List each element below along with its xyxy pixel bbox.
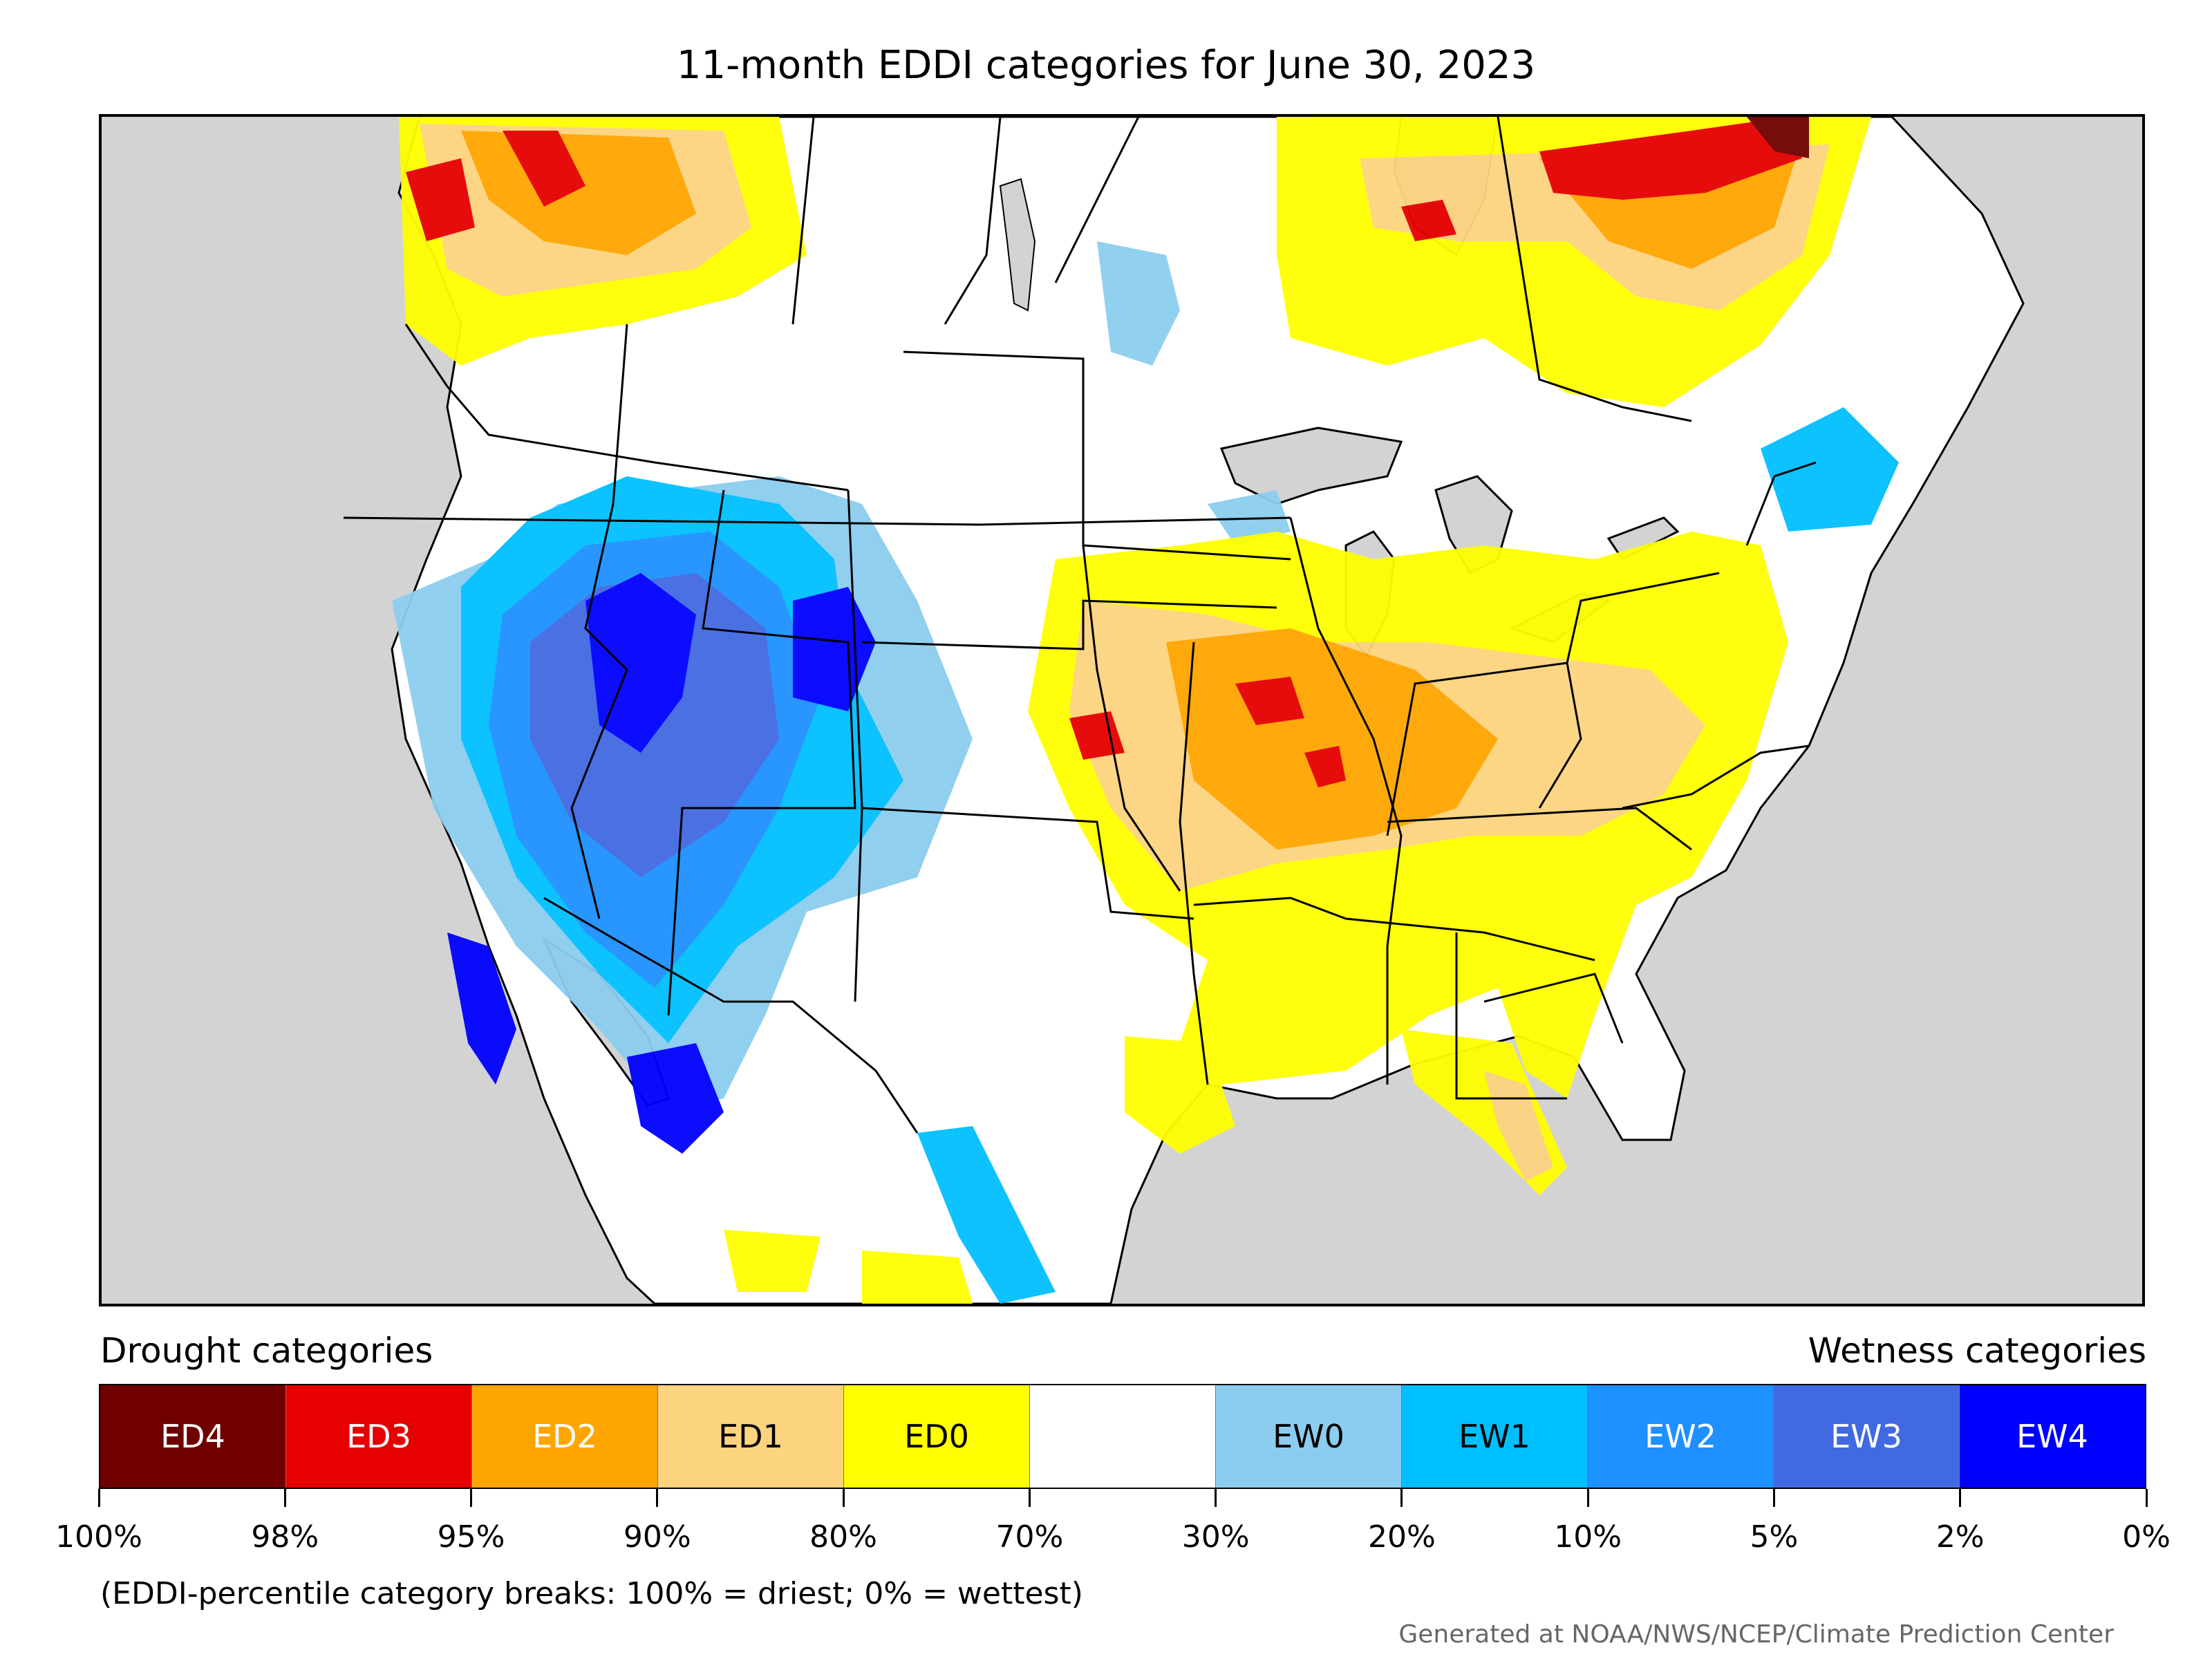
legend-tick (1028, 1489, 1031, 1507)
drought-shading (399, 117, 1871, 1304)
legend-tick (283, 1489, 286, 1507)
legend-ed2: ED2 (472, 1385, 658, 1488)
legend-tick (1400, 1489, 1403, 1507)
legend-ed0: ED0 (844, 1385, 1030, 1488)
legend-tick-label: 95% (437, 1519, 505, 1555)
legend-tick (1959, 1489, 1962, 1507)
legend-tick (1586, 1489, 1589, 1507)
legend-tick (97, 1489, 100, 1507)
legend-tick-label: 0% (2122, 1519, 2171, 1555)
legend-tick (656, 1489, 659, 1507)
legend-tick (1215, 1489, 1217, 1507)
wetness-categories-heading: Wetness categories (1808, 1331, 2146, 1371)
legend-tick-label: 20% (1368, 1519, 1436, 1555)
legend-ew0: EW0 (1216, 1385, 1402, 1488)
legend-ew4: EW4 (1960, 1385, 2145, 1488)
legend-tick-label: 2% (1936, 1519, 1985, 1555)
map-title: 11-month EDDI categories for June 30, 20… (676, 43, 1536, 88)
legend-tick-label: 100% (55, 1519, 142, 1555)
legend-tick-label: 80% (809, 1519, 877, 1555)
legend-tick-label: 30% (1181, 1519, 1250, 1555)
legend-ed3: ED3 (286, 1385, 472, 1488)
category-breaks-note: (EDDI-percentile category breaks: 100% =… (100, 1576, 1083, 1611)
drought-categories-heading: Drought categories (100, 1331, 433, 1371)
legend-tick-label: 5% (1750, 1519, 1799, 1555)
credit-line: Generated at NOAA/NWS/NCEP/Climate Predi… (1398, 1620, 2114, 1649)
legend-tick (842, 1489, 845, 1507)
eddi-map (99, 114, 2145, 1306)
legend-tick-label: 70% (995, 1519, 1064, 1555)
category-legend: ED4 ED3 ED2 ED1 ED0 EW0 EW1 EW2 EW3 EW4 (99, 1384, 2146, 1489)
legend-ed1: ED1 (658, 1385, 844, 1488)
legend-neutral (1030, 1385, 1216, 1488)
legend-ticks (97, 1489, 2148, 1510)
legend-ew1: EW1 (1402, 1385, 1588, 1488)
state-boundaries (343, 117, 1817, 1134)
legend-tick-label: 10% (1554, 1519, 1622, 1555)
legend-ew3: EW3 (1774, 1385, 1960, 1488)
legend-tick-label: 98% (251, 1519, 319, 1555)
legend-tick (2145, 1489, 2148, 1507)
legend-ed4: ED4 (100, 1385, 286, 1488)
legend-tick (1772, 1489, 1775, 1507)
legend-ew2: EW2 (1588, 1385, 1774, 1488)
legend-tick (470, 1489, 473, 1507)
wetness-shading (392, 241, 1899, 1304)
legend-tick-label: 90% (623, 1519, 691, 1555)
